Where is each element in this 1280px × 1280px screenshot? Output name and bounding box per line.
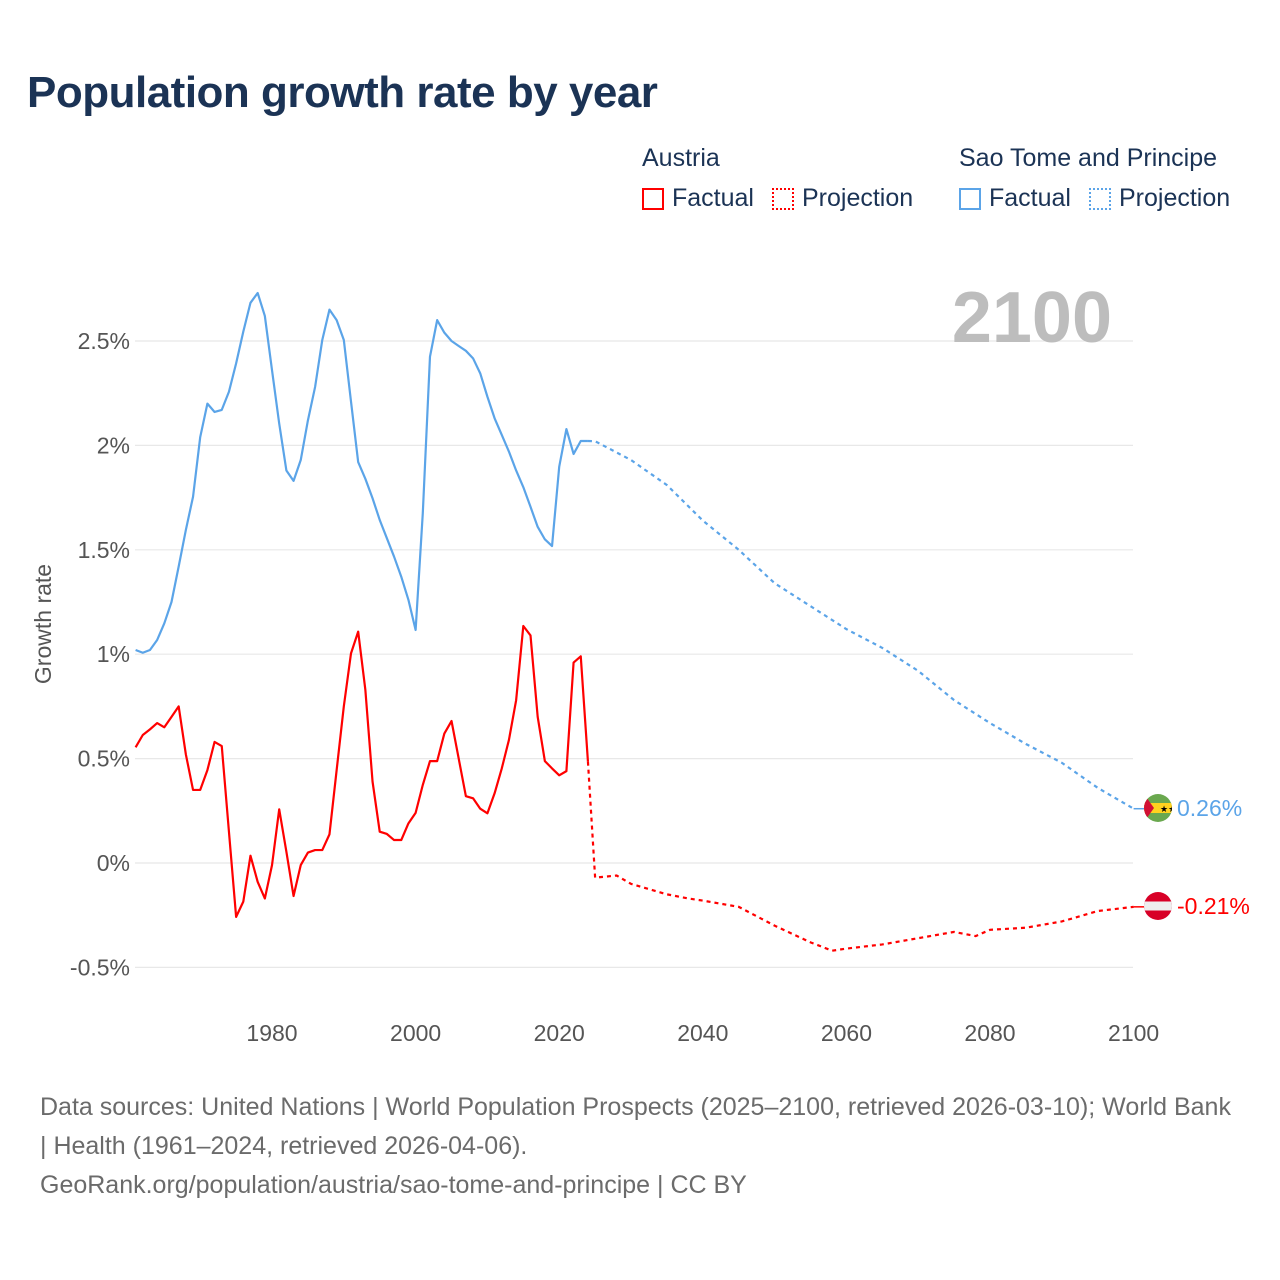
legend-label: Factual (989, 184, 1071, 212)
y-tick-label: 1.5% (78, 537, 130, 563)
sao-tome-and-principe-projection-line (587, 439, 1135, 810)
footer: Data sources: United Nations | World Pop… (40, 1088, 1240, 1205)
solid-swatch-icon (642, 187, 664, 210)
x-tick-label: 2060 (821, 1020, 872, 1046)
x-tick-label: 1980 (246, 1020, 297, 1046)
chart-title: Population growth rate by year (27, 68, 658, 117)
sao-tome-flag-icon: ★★ (1144, 794, 1176, 822)
austria-factual-line (134, 624, 590, 918)
x-tick-label: 2100 (1108, 1020, 1159, 1046)
legend-austria-projection[interactable]: Projection (771, 184, 914, 213)
austria-end-label: -0.21% (1177, 893, 1250, 919)
y-tick-label: 2% (97, 432, 130, 458)
legend-label: Projection (1118, 184, 1231, 212)
x-tick-label: 2080 (964, 1020, 1015, 1046)
dotted-swatch-icon (771, 187, 794, 210)
y-tick-label: 2.5% (78, 328, 130, 354)
y-tick-label: -0.5% (70, 954, 130, 980)
solid-swatch-icon (959, 187, 981, 210)
y-tick-label: 0% (97, 850, 130, 876)
dotted-swatch-icon (1088, 187, 1111, 210)
sao-tome-end-label: 0.26% (1177, 795, 1242, 821)
y-tick-label: 0.5% (78, 746, 130, 772)
legend-country-austria: Austria (642, 144, 720, 172)
legend-austria: Austria Factual Projection (642, 144, 931, 213)
legend-sao-tome-factual[interactable]: Factual (959, 184, 1071, 213)
austria-projection-line (586, 761, 1134, 952)
legend-sao-tome: Sao Tome and Principe Factual Projection (959, 144, 1248, 213)
year-overlay: 2100 (952, 278, 1112, 358)
sao-tome-and-principe-factual-line (135, 291, 588, 654)
legend-label: Projection (801, 184, 914, 212)
legend-label: Factual (672, 184, 754, 212)
x-tick-label: 2000 (390, 1020, 441, 1046)
x-tick-label: 2040 (677, 1020, 728, 1046)
y-axis-label: Growth rate (30, 564, 56, 684)
austria-flag-icon (1144, 892, 1172, 920)
data-sources: Data sources: United Nations | World Pop… (40, 1093, 1231, 1160)
legend-sao-tome-projection[interactable]: Projection (1088, 184, 1231, 213)
svg-text:★★: ★★ (1160, 804, 1176, 814)
credit-link[interactable]: GeoRank.org/population/austria/sao-tome-… (40, 1171, 747, 1199)
legend-austria-factual[interactable]: Factual (642, 184, 754, 213)
legend-country-sao-tome: Sao Tome and Principe (959, 144, 1218, 172)
x-tick-label: 2020 (534, 1020, 585, 1046)
y-tick-label: 1% (97, 641, 130, 667)
